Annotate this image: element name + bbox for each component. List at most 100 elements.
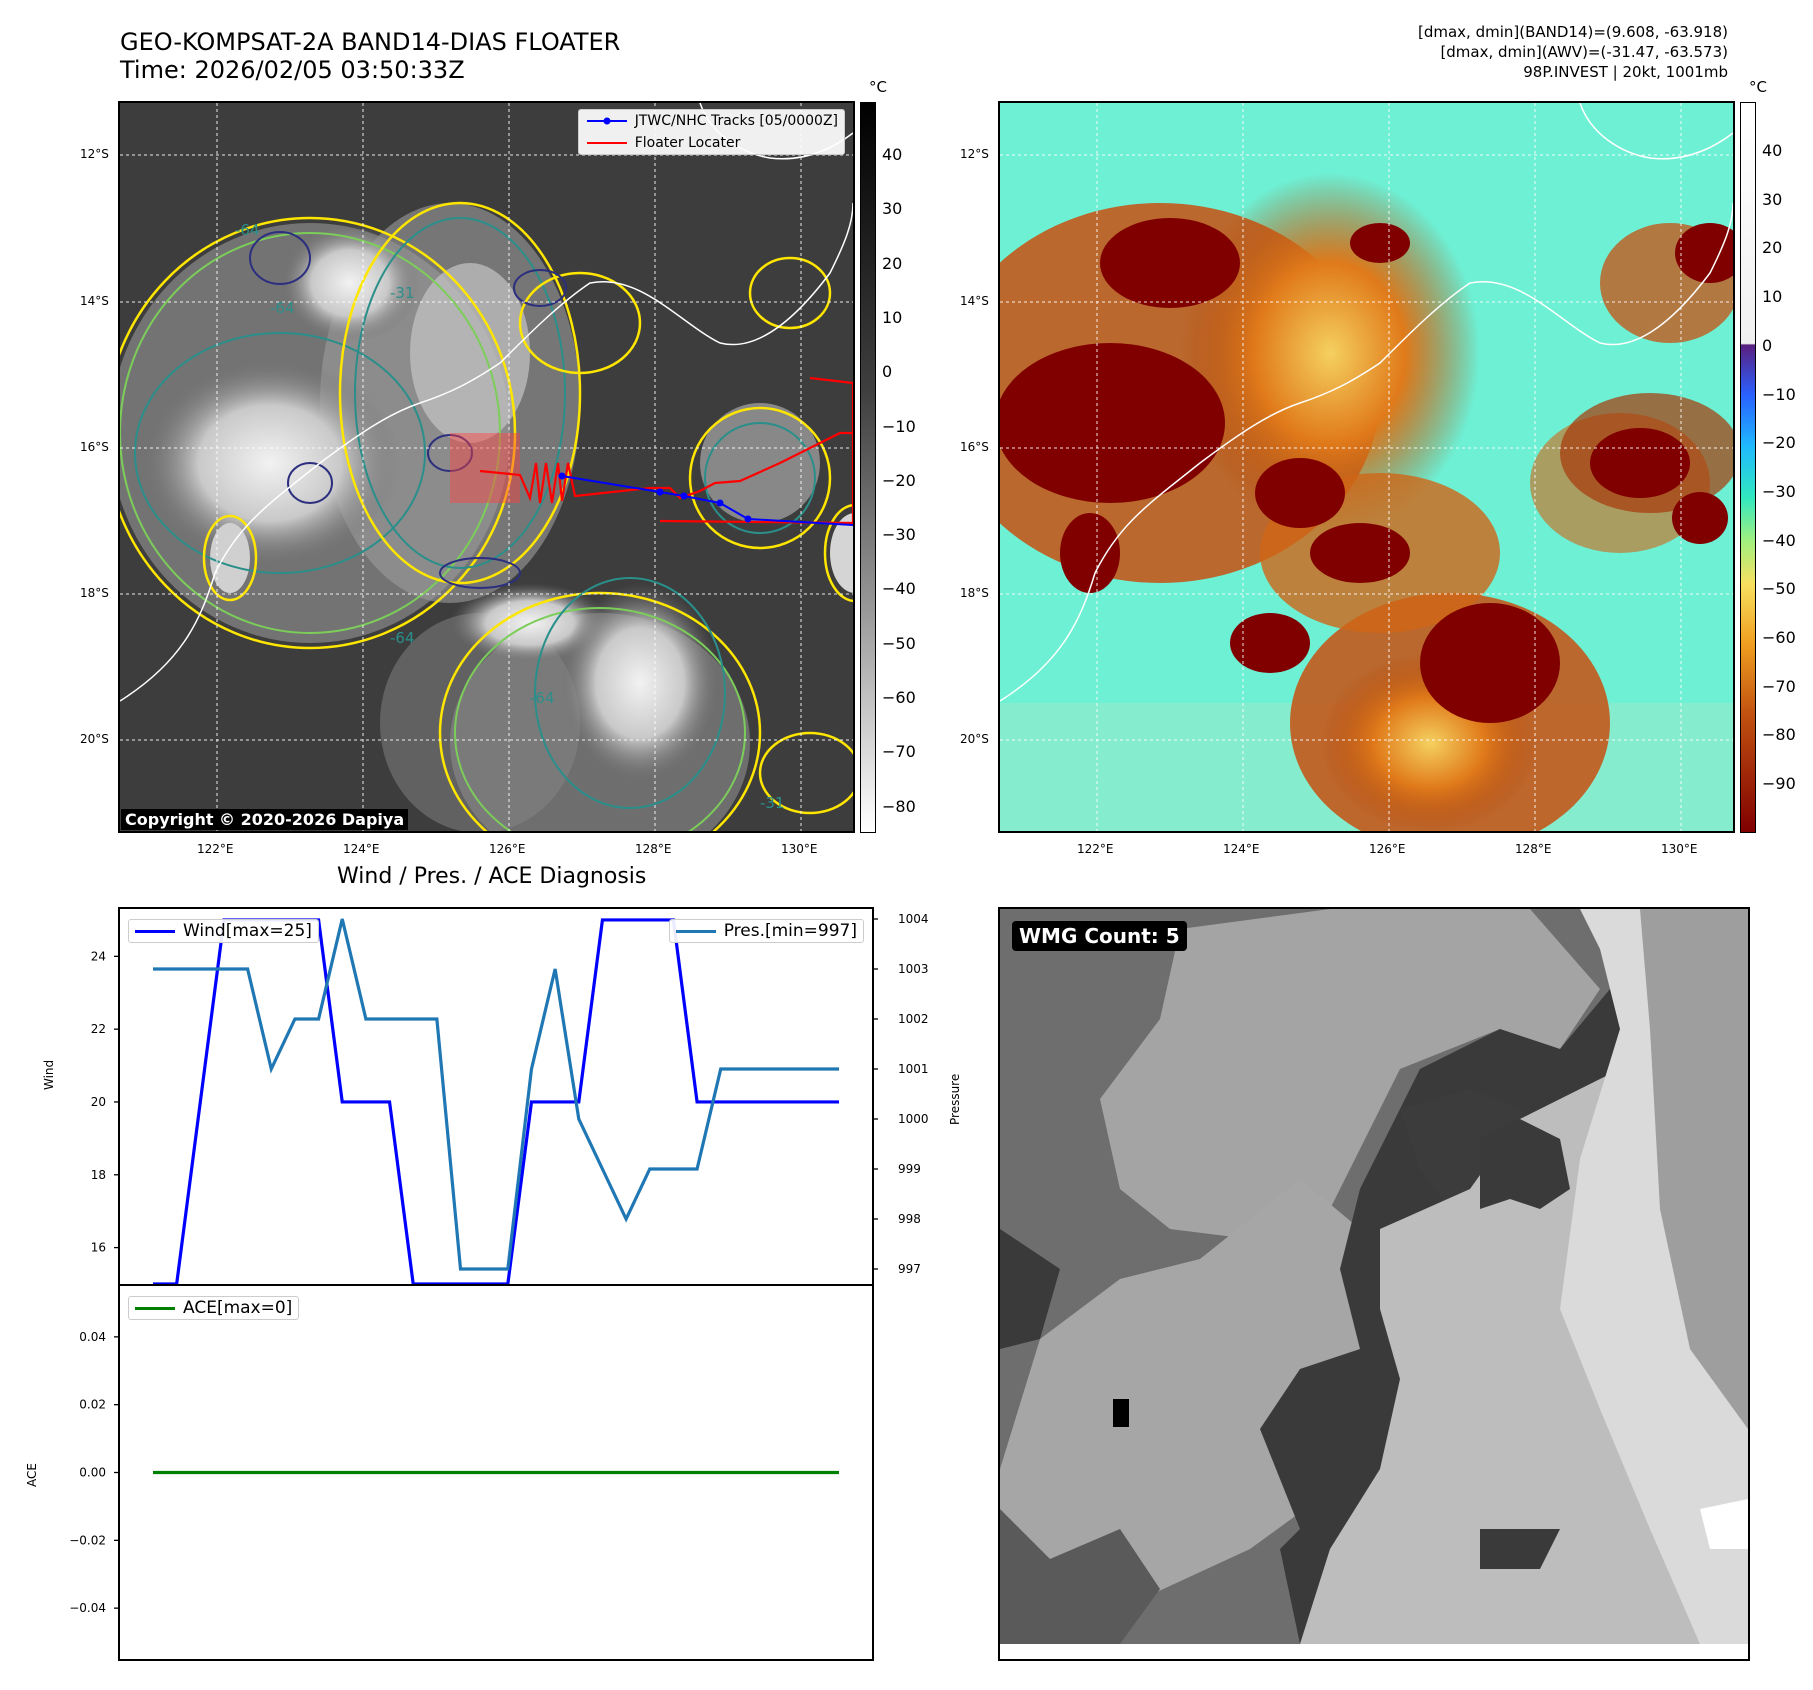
pressure-tick-label: 997 xyxy=(898,1262,921,1276)
figure-title: GEO-KOMPSAT-2A BAND14-DIAS FLOATER xyxy=(120,28,621,56)
awv-lat-label: 14°S xyxy=(960,294,989,308)
contour-label: -64 xyxy=(270,299,295,317)
wind-legend-swatch xyxy=(135,929,175,933)
contour-label: -64 xyxy=(390,629,415,647)
pressure-tick-label: 999 xyxy=(898,1162,921,1176)
colorbar-tick-label: −80 xyxy=(882,796,916,816)
colorbar-tick-label: −50 xyxy=(882,633,916,653)
awv-lon-label: 126°E xyxy=(1369,842,1406,856)
legend-item-ace: ACE[max=0] xyxy=(129,1297,298,1319)
contour-label: -31 xyxy=(760,794,785,812)
colorbar-tick-label: −50 xyxy=(1762,579,1796,599)
colorbar-tick-label: −40 xyxy=(882,579,916,599)
ace-legend: ACE[max=0] xyxy=(128,1296,300,1320)
wind-pressure-plot: 16 18 20 22 24 997 998 999 1000 1001 1002 1003 1004 xyxy=(91,912,929,1286)
ir-lon-label: 124°E xyxy=(343,842,380,856)
pressure-series-line xyxy=(153,918,839,1271)
ir-lon-label: 122°E xyxy=(197,842,234,856)
contour-label: -64 xyxy=(530,689,555,707)
awv-lon-label: 124°E xyxy=(1223,842,1260,856)
ir-lat-label: 14°S xyxy=(80,294,109,308)
ir-satellite-map: -64 -64 -31 -64 -64 -31 JTWC/NHC Tracks … xyxy=(118,101,855,833)
ace-tick-label: 0.00 xyxy=(79,1466,106,1480)
wind-series-line xyxy=(153,918,839,1286)
ir-map-graphic: -64 -64 -31 -64 -64 -31 xyxy=(120,103,853,831)
awv-colorbar-unit: °C xyxy=(1749,78,1767,96)
pressure-tick-label: 1000 xyxy=(898,1112,929,1126)
awv-lat-label: 12°S xyxy=(960,147,989,161)
ace-plot: 0.04 0.02 0.00 −0.02 −0.04 xyxy=(69,1330,839,1615)
ir-lat-label: 16°S xyxy=(80,440,109,454)
colorbar-tick-label: −70 xyxy=(1762,676,1796,696)
awv-lat-label: 20°S xyxy=(960,732,989,746)
track-legend-icon xyxy=(586,117,627,125)
ir-lon-label: 130°E xyxy=(781,842,818,856)
colorbar-tick-label: 10 xyxy=(1762,287,1783,307)
ir-lon-label: 126°E xyxy=(489,842,526,856)
colorbar-tick-label: −70 xyxy=(882,742,916,762)
legend-label-pressure: Pres.[min=997] xyxy=(723,921,857,941)
locater-legend-icon xyxy=(586,142,627,144)
legend-label-ace: ACE[max=0] xyxy=(183,1298,293,1318)
colorbar-tick-label: −60 xyxy=(1762,628,1796,647)
ir-lat-label: 20°S xyxy=(80,732,109,746)
colorbar-tick-label: 0 xyxy=(882,362,893,382)
colorbar-tick-label: 10 xyxy=(882,307,903,327)
ir-lat-label: 12°S xyxy=(80,147,109,161)
info-line-3: 98P.INVEST | 20kt, 1001mb xyxy=(1523,63,1728,81)
colorbar-tick-label: 20 xyxy=(1762,238,1783,258)
ir-colorbar xyxy=(860,102,876,833)
ir-lon-label: 128°E xyxy=(635,842,672,856)
ace-tick-label: −0.02 xyxy=(69,1533,106,1547)
wind-tick-label: 24 xyxy=(91,949,106,963)
awv-lon-label: 122°E xyxy=(1077,842,1114,856)
pressure-tick-label: 998 xyxy=(898,1212,921,1226)
colorbar-tick-label: 40 xyxy=(882,145,903,164)
colorbar-tick-label: 20 xyxy=(882,253,903,273)
legend-item-locater: Floater Locater xyxy=(579,132,844,154)
colorbar-tick-label: 40 xyxy=(1762,141,1783,160)
ace-legend-swatch xyxy=(135,1306,175,1310)
colorbar-tick-label: −10 xyxy=(882,416,916,436)
colorbar-tick-label: −30 xyxy=(882,525,916,545)
awv-lon-label: 128°E xyxy=(1515,842,1552,856)
awv-lat-label: 18°S xyxy=(960,586,989,600)
wind-tick-label: 16 xyxy=(91,1241,106,1255)
pressure-legend: Pres.[min=997] xyxy=(668,919,864,943)
contour-label: -64 xyxy=(235,221,260,239)
ace-axis-label: ACE xyxy=(25,1463,39,1487)
legend-label-locater: Floater Locater xyxy=(634,135,741,151)
info-line-1: [dmax, dmin](BAND14)=(9.608, -63.918) xyxy=(1417,23,1728,41)
awv-lat-label: 16°S xyxy=(960,440,989,454)
legend-label-wind: Wind[max=25] xyxy=(183,921,312,941)
info-line-2: [dmax, dmin](AWV)=(-31.47, -63.573) xyxy=(1440,43,1728,61)
awv-map-graphic xyxy=(1000,103,1733,831)
pressure-tick-label: 1004 xyxy=(898,912,929,926)
wind-tick-label: 22 xyxy=(91,1022,106,1036)
legend-item-wind: Wind[max=25] xyxy=(129,920,318,942)
wind-legend: Wind[max=25] xyxy=(128,919,319,943)
awv-lon-label: 130°E xyxy=(1661,842,1698,856)
ir-colorbar-unit: °C xyxy=(869,78,887,96)
awv-satellite-map xyxy=(998,101,1735,833)
awv-colorbar xyxy=(1740,102,1756,833)
wind-axis-label: Wind xyxy=(42,1059,56,1090)
colorbar-tick-label: −20 xyxy=(882,470,916,490)
wind-tick-label: 20 xyxy=(91,1095,106,1109)
colorbar-tick-label: −30 xyxy=(1762,481,1796,501)
pressure-tick-label: 1003 xyxy=(898,962,929,976)
ace-tick-label: 0.02 xyxy=(79,1398,106,1412)
pressure-legend-swatch xyxy=(675,929,716,933)
colorbar-tick-label: −80 xyxy=(1762,725,1796,745)
legend-item-pressure: Pres.[min=997] xyxy=(670,920,863,942)
pressure-tick-label: 1001 xyxy=(898,1062,929,1076)
colorbar-tick-label: 0 xyxy=(1762,335,1773,355)
ir-map-legend: JTWC/NHC Tracks [05/0000Z] Floater Locat… xyxy=(577,109,845,155)
colorbar-tick-label: 30 xyxy=(882,199,903,219)
wmg-image xyxy=(1000,909,1748,1659)
figure-time: Time: 2026/02/05 03:50:33Z xyxy=(120,56,465,84)
ace-chart: 0.04 0.02 0.00 −0.02 −0.04 ACE[max=0] xyxy=(69,1284,874,1661)
pressure-axis-label: Pressure xyxy=(948,1073,962,1125)
diagnosis-title: Wind / Pres. / ACE Diagnosis xyxy=(337,864,647,889)
wmg-panel: WMG Count: 5 xyxy=(998,907,1750,1661)
